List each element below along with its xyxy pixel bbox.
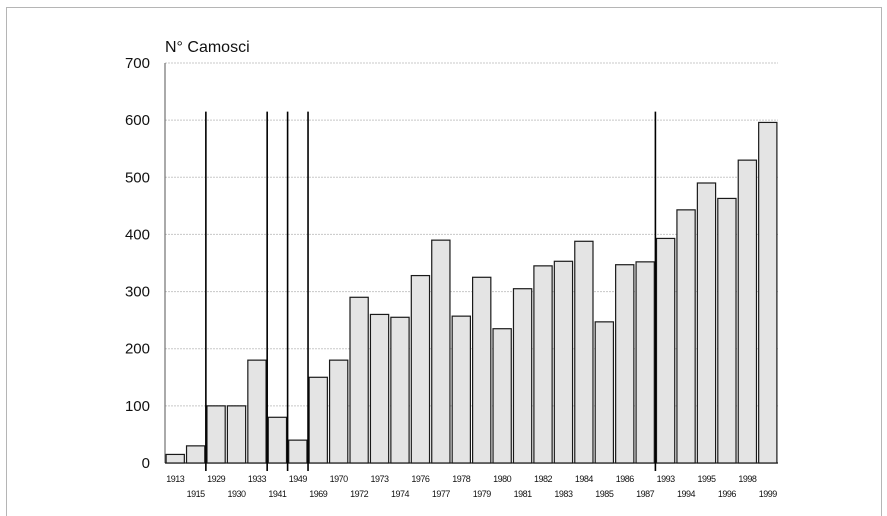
x-tick-label: 1995 [697, 474, 716, 484]
x-tick-label: 1915 [187, 489, 206, 499]
bar-1973 [369, 313, 390, 464]
x-tick-label: 1913 [166, 474, 185, 484]
x-tick-label: 1984 [575, 474, 594, 484]
x-tick-label: 1980 [493, 474, 512, 484]
bar-1996 [717, 197, 737, 464]
bar-1933 [247, 359, 267, 464]
bar-1949 [288, 439, 308, 464]
bar-1913 [165, 453, 185, 464]
y-tick-label: 600 [125, 112, 150, 129]
bar-1993 [655, 237, 676, 464]
x-tick-label: 1973 [371, 474, 390, 484]
bar-1982 [533, 265, 553, 464]
bar-1969 [308, 376, 328, 464]
x-tick-label: 1981 [514, 489, 533, 499]
bar-1941 [267, 416, 288, 464]
bar-1981 [512, 288, 533, 464]
break-lines [205, 111, 657, 471]
bar-1980 [492, 328, 512, 464]
x-tick-label: 1994 [677, 489, 696, 499]
x-tick-labels: 1913191519291930193319411949196919701972… [166, 474, 778, 499]
x-tick-label: 1987 [636, 489, 655, 499]
x-tick-label: 1985 [595, 489, 614, 499]
bar-1987 [635, 261, 655, 464]
x-tick-label: 1978 [452, 474, 471, 484]
x-tick-label: 1941 [268, 489, 287, 499]
bar-1929 [206, 405, 226, 464]
y-tick-label: 0 [142, 455, 150, 472]
bars [165, 121, 778, 464]
bar-1915 [185, 445, 206, 464]
bar-1998 [737, 159, 758, 464]
bar-1972 [349, 296, 369, 464]
bar-1983 [553, 260, 574, 464]
y-axis-label: N° Camosci [165, 39, 250, 56]
bar-1985 [594, 321, 615, 464]
y-tick-label: 400 [125, 226, 150, 243]
x-tick-label: 1993 [657, 474, 676, 484]
bar-1979 [472, 276, 492, 464]
x-tick-label: 1986 [616, 474, 635, 484]
bar-1930 [226, 405, 247, 464]
bar-1994 [676, 209, 696, 464]
x-tick-label: 1970 [330, 474, 349, 484]
x-tick-label: 1996 [718, 489, 737, 499]
bar-1977 [431, 239, 451, 464]
bar-1999 [758, 121, 778, 464]
x-tick-label: 1998 [738, 474, 757, 484]
x-tick-label: 1976 [411, 474, 430, 484]
bar-1995 [696, 182, 717, 464]
y-tick-label: 500 [125, 169, 150, 186]
x-tick-label: 1929 [207, 474, 226, 484]
chart-border [6, 7, 882, 516]
x-tick-label: 1933 [248, 474, 267, 484]
x-tick-label: 1974 [391, 489, 410, 499]
bar-1986 [615, 264, 635, 464]
bar-1976 [410, 274, 431, 464]
x-tick-label: 1983 [554, 489, 573, 499]
bar-1978 [451, 315, 471, 464]
y-tick-label: 100 [125, 398, 150, 415]
x-tick-label: 1977 [432, 489, 451, 499]
x-tick-label: 1982 [534, 474, 553, 484]
bar-1970 [328, 359, 349, 464]
y-tick-labels: 0 100 200 300 400 500 600 700 [125, 55, 150, 472]
bar-1984 [574, 240, 594, 464]
x-tick-label: 1972 [350, 489, 369, 499]
x-tick-label: 1949 [289, 474, 308, 484]
x-tick-label: 1969 [309, 489, 328, 499]
bar-1974 [390, 316, 410, 464]
y-tick-label: 200 [125, 341, 150, 358]
x-tick-label: 1930 [228, 489, 247, 499]
y-tick-label: 300 [125, 284, 150, 301]
x-tick-label: 1979 [473, 489, 492, 499]
y-tick-label: 700 [125, 55, 150, 72]
x-tick-label: 1999 [759, 489, 778, 499]
